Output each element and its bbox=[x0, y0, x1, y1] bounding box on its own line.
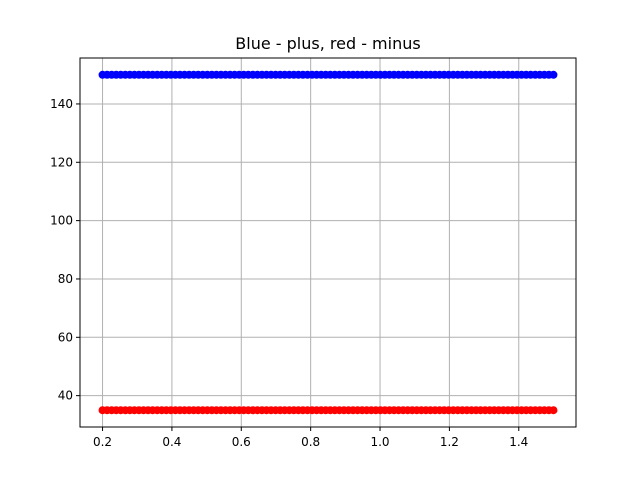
series-red bbox=[98, 406, 558, 415]
y-tick-label: 100 bbox=[50, 214, 73, 228]
chart-title: Blue - plus, red - minus bbox=[235, 34, 420, 53]
data-point bbox=[549, 70, 558, 79]
data-points bbox=[98, 70, 558, 415]
x-tick-label: 0.6 bbox=[232, 435, 251, 449]
grid-lines bbox=[80, 58, 576, 427]
x-tick-label: 0.4 bbox=[162, 435, 181, 449]
y-tick-label: 60 bbox=[58, 330, 73, 344]
plot-frame bbox=[79, 57, 577, 428]
x-tick-label: 1.0 bbox=[370, 435, 389, 449]
axes: 0.2 0.4 0.6 0.8 1.0 1.2 1.4 40 60 80 100 120 140 bbox=[50, 97, 528, 449]
y-tick-label: 40 bbox=[58, 389, 73, 403]
y-tick-label: 120 bbox=[50, 155, 73, 169]
x-tick-label: 0.2 bbox=[93, 435, 112, 449]
x-tick-label: 0.8 bbox=[301, 435, 320, 449]
series-blue bbox=[98, 70, 558, 79]
x-tick-label: 1.4 bbox=[509, 435, 528, 449]
data-point bbox=[549, 406, 558, 415]
y-tick-label: 140 bbox=[50, 97, 73, 111]
x-tick-label: 1.2 bbox=[440, 435, 459, 449]
y-tick-label: 80 bbox=[58, 272, 73, 286]
